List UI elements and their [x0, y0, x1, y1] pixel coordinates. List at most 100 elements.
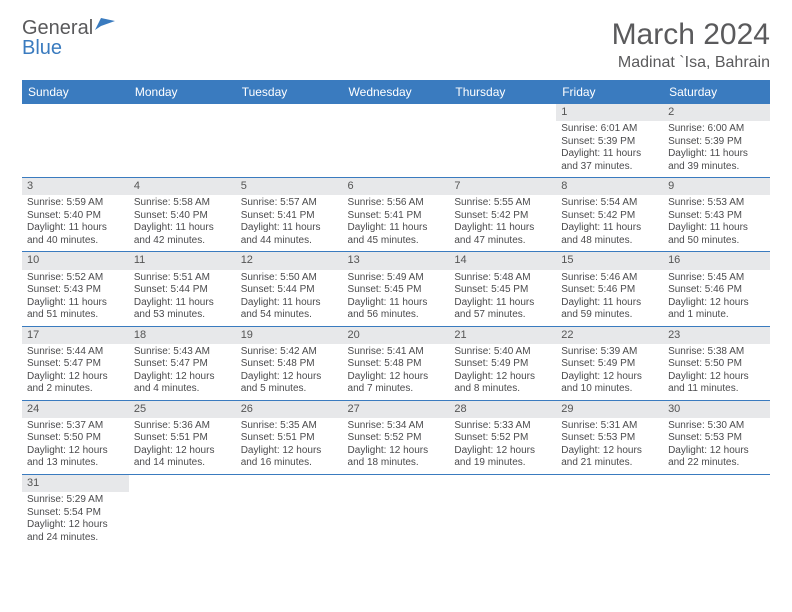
day-number: 11: [129, 252, 236, 269]
sunset-text: Sunset: 5:43 PM: [27, 284, 124, 297]
header: General Blue March 2024 Madinat `Isa, Ba…: [22, 18, 770, 72]
calendar-cell: 20Sunrise: 5:41 AMSunset: 5:48 PMDayligh…: [343, 326, 450, 400]
calendar-row: 3Sunrise: 5:59 AMSunset: 5:40 PMDaylight…: [22, 178, 770, 252]
day-body: Sunrise: 5:33 AMSunset: 5:52 PMDaylight:…: [449, 418, 556, 474]
day-body: Sunrise: 5:40 AMSunset: 5:49 PMDaylight:…: [449, 344, 556, 400]
day-number: 19: [236, 327, 343, 344]
daylight-text: Daylight: 11 hours and 53 minutes.: [134, 297, 231, 322]
day-body: Sunrise: 5:53 AMSunset: 5:43 PMDaylight:…: [663, 195, 770, 251]
sunset-text: Sunset: 5:42 PM: [561, 210, 658, 223]
calendar-cell: 11Sunrise: 5:51 AMSunset: 5:44 PMDayligh…: [129, 252, 236, 326]
calendar-cell: [22, 104, 129, 178]
sunset-text: Sunset: 5:40 PM: [134, 210, 231, 223]
weekday-heading: Sunday: [22, 80, 129, 104]
sunset-text: Sunset: 5:49 PM: [561, 358, 658, 371]
calendar-cell: [129, 104, 236, 178]
sunrise-text: Sunrise: 5:53 AM: [668, 197, 765, 210]
calendar-cell: 5Sunrise: 5:57 AMSunset: 5:41 PMDaylight…: [236, 178, 343, 252]
page-subtitle: Madinat `Isa, Bahrain: [612, 54, 770, 72]
day-body: Sunrise: 5:31 AMSunset: 5:53 PMDaylight:…: [556, 418, 663, 474]
daylight-text: Daylight: 11 hours and 51 minutes.: [27, 297, 124, 322]
day-body: Sunrise: 5:43 AMSunset: 5:47 PMDaylight:…: [129, 344, 236, 400]
calendar-cell: [236, 474, 343, 548]
day-body: Sunrise: 5:56 AMSunset: 5:41 PMDaylight:…: [343, 195, 450, 251]
calendar-cell: [449, 104, 556, 178]
calendar-body: 1Sunrise: 6:01 AMSunset: 5:39 PMDaylight…: [22, 104, 770, 548]
day-body: Sunrise: 6:01 AMSunset: 5:39 PMDaylight:…: [556, 121, 663, 177]
day-body: Sunrise: 5:37 AMSunset: 5:50 PMDaylight:…: [22, 418, 129, 474]
daylight-text: Daylight: 11 hours and 40 minutes.: [27, 222, 124, 247]
sunrise-text: Sunrise: 5:54 AM: [561, 197, 658, 210]
sunrise-text: Sunrise: 5:37 AM: [27, 420, 124, 433]
day-body: Sunrise: 5:57 AMSunset: 5:41 PMDaylight:…: [236, 195, 343, 251]
day-number: 14: [449, 252, 556, 269]
day-number: 4: [129, 178, 236, 195]
sunset-text: Sunset: 5:40 PM: [27, 210, 124, 223]
sunrise-text: Sunrise: 6:00 AM: [668, 123, 765, 136]
day-body: Sunrise: 5:44 AMSunset: 5:47 PMDaylight:…: [22, 344, 129, 400]
daylight-text: Daylight: 12 hours and 10 minutes.: [561, 371, 658, 396]
sunrise-text: Sunrise: 5:43 AM: [134, 346, 231, 359]
calendar-cell: 28Sunrise: 5:33 AMSunset: 5:52 PMDayligh…: [449, 400, 556, 474]
sunset-text: Sunset: 5:42 PM: [454, 210, 551, 223]
daylight-text: Daylight: 11 hours and 59 minutes.: [561, 297, 658, 322]
sunrise-text: Sunrise: 5:29 AM: [27, 494, 124, 507]
weekday-heading: Saturday: [663, 80, 770, 104]
daylight-text: Daylight: 11 hours and 44 minutes.: [241, 222, 338, 247]
day-body: Sunrise: 5:41 AMSunset: 5:48 PMDaylight:…: [343, 344, 450, 400]
daylight-text: Daylight: 11 hours and 57 minutes.: [454, 297, 551, 322]
calendar-page: General Blue March 2024 Madinat `Isa, Ba…: [0, 0, 792, 566]
calendar-cell: 23Sunrise: 5:38 AMSunset: 5:50 PMDayligh…: [663, 326, 770, 400]
sunset-text: Sunset: 5:41 PM: [241, 210, 338, 223]
daylight-text: Daylight: 11 hours and 54 minutes.: [241, 297, 338, 322]
title-block: March 2024 Madinat `Isa, Bahrain: [612, 18, 770, 72]
day-body: Sunrise: 5:35 AMSunset: 5:51 PMDaylight:…: [236, 418, 343, 474]
day-number: 12: [236, 252, 343, 269]
daylight-text: Daylight: 12 hours and 18 minutes.: [348, 445, 445, 470]
calendar-cell: 18Sunrise: 5:43 AMSunset: 5:47 PMDayligh…: [129, 326, 236, 400]
day-body: Sunrise: 5:52 AMSunset: 5:43 PMDaylight:…: [22, 270, 129, 326]
calendar-cell: 26Sunrise: 5:35 AMSunset: 5:51 PMDayligh…: [236, 400, 343, 474]
calendar-cell: 13Sunrise: 5:49 AMSunset: 5:45 PMDayligh…: [343, 252, 450, 326]
day-body: Sunrise: 5:46 AMSunset: 5:46 PMDaylight:…: [556, 270, 663, 326]
day-number: 8: [556, 178, 663, 195]
sunrise-text: Sunrise: 6:01 AM: [561, 123, 658, 136]
calendar-cell: 12Sunrise: 5:50 AMSunset: 5:44 PMDayligh…: [236, 252, 343, 326]
day-body: Sunrise: 5:48 AMSunset: 5:45 PMDaylight:…: [449, 270, 556, 326]
daylight-text: Daylight: 12 hours and 13 minutes.: [27, 445, 124, 470]
day-body: Sunrise: 5:55 AMSunset: 5:42 PMDaylight:…: [449, 195, 556, 251]
daylight-text: Daylight: 11 hours and 42 minutes.: [134, 222, 231, 247]
daylight-text: Daylight: 11 hours and 39 minutes.: [668, 148, 765, 173]
day-number: 5: [236, 178, 343, 195]
sunset-text: Sunset: 5:49 PM: [454, 358, 551, 371]
sunrise-text: Sunrise: 5:33 AM: [454, 420, 551, 433]
sunrise-text: Sunrise: 5:35 AM: [241, 420, 338, 433]
calendar-cell: 19Sunrise: 5:42 AMSunset: 5:48 PMDayligh…: [236, 326, 343, 400]
day-body: Sunrise: 5:51 AMSunset: 5:44 PMDaylight:…: [129, 270, 236, 326]
sunset-text: Sunset: 5:39 PM: [561, 136, 658, 149]
calendar-cell: 24Sunrise: 5:37 AMSunset: 5:50 PMDayligh…: [22, 400, 129, 474]
day-body: Sunrise: 5:54 AMSunset: 5:42 PMDaylight:…: [556, 195, 663, 251]
day-number: 25: [129, 401, 236, 418]
day-body: Sunrise: 5:34 AMSunset: 5:52 PMDaylight:…: [343, 418, 450, 474]
calendar-row: 17Sunrise: 5:44 AMSunset: 5:47 PMDayligh…: [22, 326, 770, 400]
calendar-cell: 29Sunrise: 5:31 AMSunset: 5:53 PMDayligh…: [556, 400, 663, 474]
daylight-text: Daylight: 12 hours and 19 minutes.: [454, 445, 551, 470]
sunrise-text: Sunrise: 5:55 AM: [454, 197, 551, 210]
daylight-text: Daylight: 11 hours and 47 minutes.: [454, 222, 551, 247]
calendar-table: Sunday Monday Tuesday Wednesday Thursday…: [22, 80, 770, 548]
daylight-text: Daylight: 12 hours and 1 minute.: [668, 297, 765, 322]
daylight-text: Daylight: 12 hours and 5 minutes.: [241, 371, 338, 396]
day-number: 17: [22, 327, 129, 344]
sunrise-text: Sunrise: 5:44 AM: [27, 346, 124, 359]
daylight-text: Daylight: 12 hours and 24 minutes.: [27, 519, 124, 544]
sunset-text: Sunset: 5:45 PM: [348, 284, 445, 297]
sunset-text: Sunset: 5:46 PM: [668, 284, 765, 297]
sunrise-text: Sunrise: 5:38 AM: [668, 346, 765, 359]
sunset-text: Sunset: 5:47 PM: [134, 358, 231, 371]
sunrise-text: Sunrise: 5:30 AM: [668, 420, 765, 433]
logo-brand1: General: [22, 17, 93, 39]
calendar-cell: 15Sunrise: 5:46 AMSunset: 5:46 PMDayligh…: [556, 252, 663, 326]
sunset-text: Sunset: 5:54 PM: [27, 507, 124, 520]
sunrise-text: Sunrise: 5:48 AM: [454, 272, 551, 285]
